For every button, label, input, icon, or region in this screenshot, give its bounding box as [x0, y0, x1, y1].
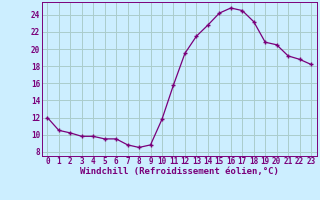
X-axis label: Windchill (Refroidissement éolien,°C): Windchill (Refroidissement éolien,°C)	[80, 167, 279, 176]
